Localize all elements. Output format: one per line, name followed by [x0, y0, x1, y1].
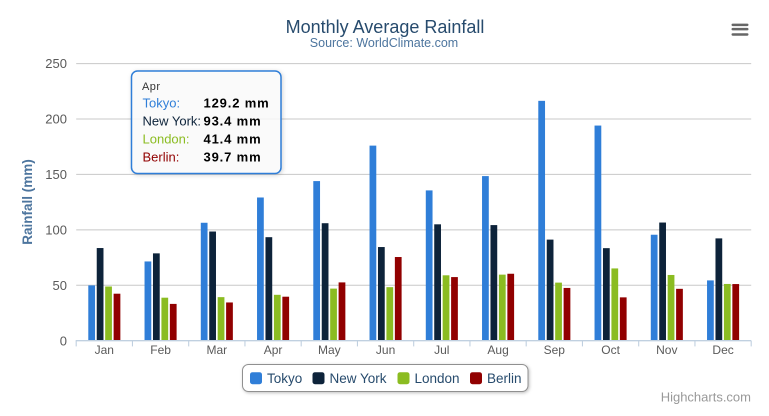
svg-text:Berlin: Berlin — [487, 371, 522, 386]
svg-text:Jun: Jun — [376, 343, 395, 357]
svg-text:Mar: Mar — [206, 343, 227, 357]
svg-text:Aug: Aug — [487, 343, 508, 357]
svg-text:Tokyo: Tokyo — [267, 371, 302, 386]
svg-text:New York:: New York: — [143, 114, 202, 129]
svg-text:London:: London: — [143, 132, 190, 147]
svg-text:39.7 mm: 39.7 mm — [204, 150, 262, 165]
svg-text:New York: New York — [330, 371, 387, 386]
svg-text:May: May — [318, 343, 341, 357]
svg-text:0: 0 — [60, 333, 67, 348]
svg-text:93.4 mm: 93.4 mm — [204, 114, 262, 129]
svg-text:Apr: Apr — [264, 343, 283, 357]
svg-text:Source: WorldClimate.com: Source: WorldClimate.com — [310, 36, 458, 50]
svg-text:Tokyo:: Tokyo: — [143, 96, 181, 111]
svg-text:50: 50 — [53, 278, 67, 293]
svg-text:Highcharts.com: Highcharts.com — [661, 390, 751, 405]
svg-text:100: 100 — [45, 223, 67, 238]
svg-text:Monthly Average Rainfall: Monthly Average Rainfall — [286, 17, 485, 37]
svg-text:Feb: Feb — [150, 343, 171, 357]
svg-text:250: 250 — [45, 56, 67, 71]
svg-text:Dec: Dec — [712, 343, 733, 357]
svg-text:41.4 mm: 41.4 mm — [204, 132, 262, 147]
svg-text:Sep: Sep — [544, 343, 566, 357]
svg-text:Jul: Jul — [434, 343, 449, 357]
svg-text:Rainfall (mm): Rainfall (mm) — [20, 159, 35, 245]
svg-text:200: 200 — [45, 112, 67, 127]
svg-text:Nov: Nov — [656, 343, 677, 357]
svg-text:Jan: Jan — [95, 343, 114, 357]
svg-text:Apr: Apr — [142, 81, 160, 93]
svg-text:Berlin:: Berlin: — [143, 150, 180, 165]
svg-text:Oct: Oct — [601, 343, 620, 357]
svg-text:129.2 mm: 129.2 mm — [204, 96, 270, 111]
svg-text:London: London — [415, 371, 460, 386]
svg-text:150: 150 — [45, 167, 67, 182]
